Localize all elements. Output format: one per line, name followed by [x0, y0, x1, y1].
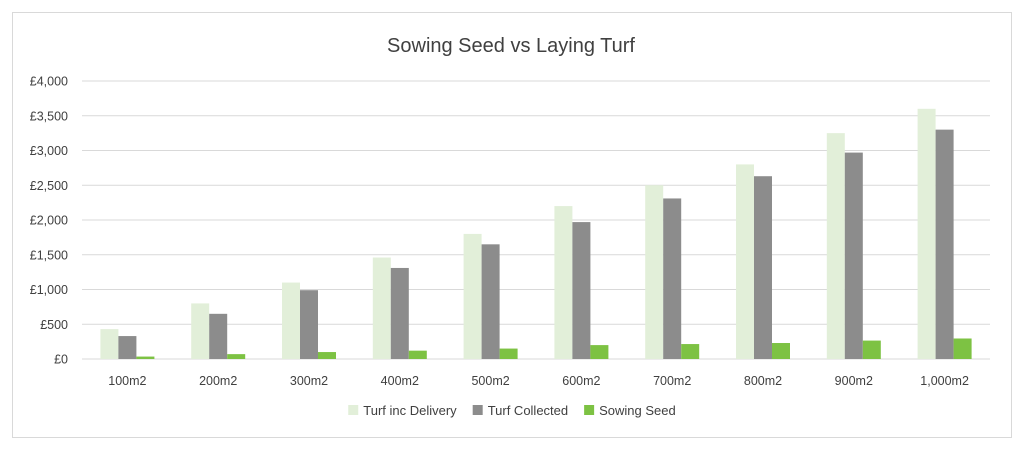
x-tick-label: 200m2	[199, 374, 237, 388]
legend-label-turf-inc-delivery: Turf inc Delivery	[363, 403, 457, 418]
bar-turf-collected-200m2	[209, 313, 228, 359]
bar-sowing-seed-100m2	[136, 356, 155, 359]
x-tick-label: 1,000m2	[920, 374, 969, 388]
bar-turf-collected-500m2	[481, 244, 500, 359]
x-axis-ticks: 100m2 200m2 300m2 400m2 500m2 600m2 700m2 800m2…	[108, 374, 969, 388]
y-tick-label: £2,000	[30, 214, 68, 228]
bar-turf-inc-delivery-100m2	[100, 329, 119, 359]
legend: Turf inc Delivery Turf Collected Sowing Se…	[348, 403, 676, 418]
x-tick-label: 300m2	[290, 374, 328, 388]
bar-turf-inc-delivery-900m2	[826, 133, 845, 359]
legend-swatch-turf-collected	[472, 405, 483, 415]
bar-sowing-seed-500m2	[499, 348, 518, 359]
bar-turf-collected-900m2	[844, 152, 863, 359]
bar-turf-inc-delivery-400m2	[372, 257, 391, 359]
bar-turf-inc-delivery-300m2	[282, 282, 300, 359]
bar-sowing-seed-700m2	[681, 344, 700, 359]
bar-sowing-seed-300m2	[318, 352, 336, 359]
x-tick-label: 800m2	[744, 374, 782, 388]
y-axis-ticks: £0 £500 £1,000 £1,500 £2,000 £2,500 £3,000 £3,5…	[30, 75, 68, 367]
bar-sowing-seed-600m2	[590, 345, 609, 359]
x-tick-label: 700m2	[653, 374, 691, 388]
bar-turf-collected-1000m2	[935, 129, 954, 359]
bar-turf-inc-delivery-200m2	[191, 303, 210, 359]
legend-label-turf-collected: Turf Collected	[488, 403, 568, 418]
bar-turf-collected-600m2	[572, 222, 591, 359]
bar-turf-collected-800m2	[754, 176, 772, 359]
bar-turf-collected-400m2	[390, 267, 409, 359]
y-tick-label: £2,500	[30, 179, 68, 193]
y-tick-label: £4,000	[30, 75, 68, 89]
bar-sowing-seed-900m2	[862, 340, 881, 359]
y-tick-label: £0	[54, 353, 68, 367]
bar-sowing-seed-400m2	[408, 350, 427, 359]
bar-turf-collected-100m2	[118, 336, 137, 359]
legend-label-sowing-seed: Sowing Seed	[599, 403, 676, 418]
y-tick-label: £3,500	[30, 109, 68, 123]
x-tick-label: 600m2	[562, 374, 600, 388]
bar-turf-collected-300m2	[300, 290, 318, 359]
bar-sowing-seed-200m2	[227, 354, 246, 359]
bar-turf-collected-700m2	[663, 198, 682, 359]
y-tick-label: £500	[40, 318, 68, 332]
bars	[100, 108, 972, 359]
bar-turf-inc-delivery-500m2	[463, 233, 482, 359]
bar-turf-inc-delivery-600m2	[554, 206, 573, 359]
y-tick-label: £3,000	[30, 144, 68, 158]
x-tick-label: 500m2	[471, 374, 509, 388]
bar-sowing-seed-1000m2	[953, 338, 972, 359]
bar-turf-inc-delivery-700m2	[645, 185, 664, 359]
x-tick-label: 400m2	[381, 374, 419, 388]
x-tick-label: 100m2	[108, 374, 146, 388]
y-tick-label: £1,000	[30, 283, 68, 297]
chart-title: Sowing Seed vs Laying Turf	[387, 35, 635, 57]
legend-swatch-turf-inc-delivery	[348, 405, 359, 415]
bar-turf-inc-delivery-800m2	[736, 164, 754, 359]
bar-turf-inc-delivery-1000m2	[917, 108, 936, 359]
x-tick-label: 900m2	[835, 374, 873, 388]
bar-sowing-seed-800m2	[772, 343, 790, 359]
legend-swatch-sowing-seed	[584, 405, 595, 415]
y-tick-label: £1,500	[30, 248, 68, 262]
